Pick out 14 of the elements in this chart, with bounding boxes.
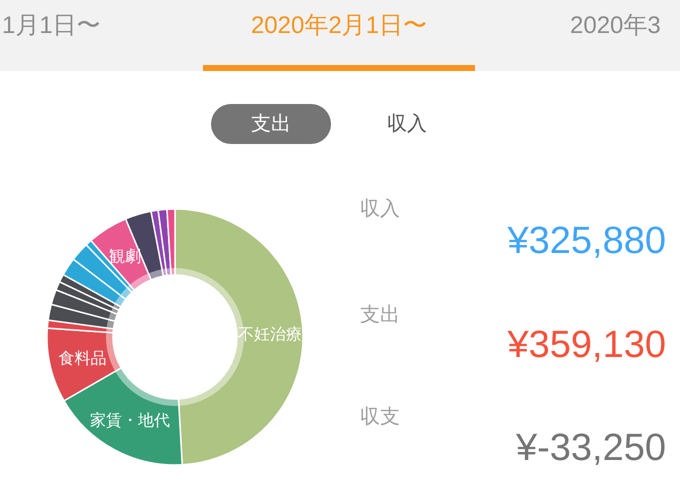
text: ¥-33,250 xyxy=(516,427,666,469)
slice-label: 家賃・地代 xyxy=(90,411,170,430)
text: 収支 xyxy=(360,406,400,428)
text: 1月1日〜 xyxy=(2,12,101,39)
text: ¥359,130 xyxy=(508,324,666,366)
chart-title: 2020年2月1日〜 xyxy=(250,12,428,39)
text: 支出 xyxy=(360,304,400,326)
text: 収入 xyxy=(360,198,400,220)
slice-label: 不妊治療 xyxy=(238,324,302,343)
text: 収入 xyxy=(386,112,428,137)
slice-label: 観劇 xyxy=(108,246,141,265)
slice-label: 食料品 xyxy=(58,348,106,367)
text: ¥325,880 xyxy=(508,220,666,262)
text: 2020年3 xyxy=(570,12,661,39)
